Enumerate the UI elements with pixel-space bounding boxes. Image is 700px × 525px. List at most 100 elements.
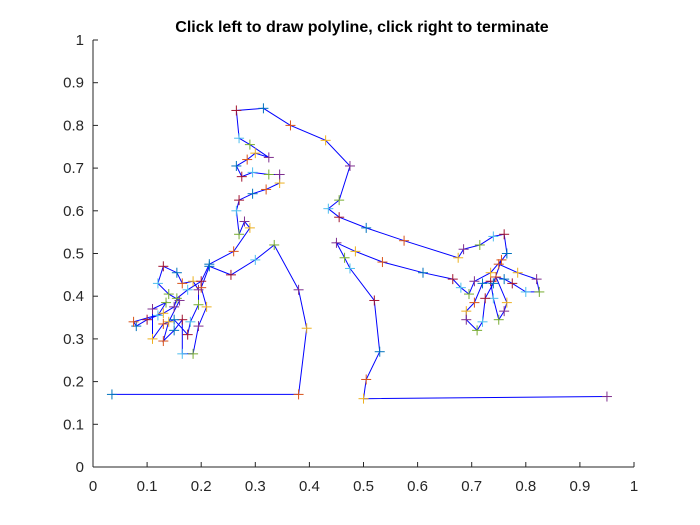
point-marker bbox=[171, 293, 182, 304]
y-tick-label: 0.1 bbox=[63, 416, 84, 433]
point-marker bbox=[369, 295, 380, 306]
point-marker bbox=[320, 135, 331, 146]
point-marker bbox=[242, 154, 253, 165]
y-tick-label: 1 bbox=[76, 32, 84, 49]
point-marker bbox=[193, 321, 204, 332]
point-marker bbox=[247, 188, 258, 199]
point-marker bbox=[520, 286, 531, 297]
point-marker bbox=[477, 316, 488, 327]
point-marker bbox=[274, 178, 285, 189]
point-marker bbox=[258, 103, 269, 114]
point-marker bbox=[461, 306, 472, 317]
point-marker bbox=[601, 391, 612, 402]
point-marker bbox=[174, 295, 185, 306]
point-marker bbox=[193, 299, 204, 310]
point-marker bbox=[331, 237, 342, 248]
point-marker bbox=[334, 212, 345, 223]
point-marker bbox=[499, 306, 510, 317]
point-marker bbox=[169, 301, 180, 312]
series-layer bbox=[111, 107, 607, 400]
point-marker bbox=[477, 278, 488, 289]
x-tick-label: 0.6 bbox=[407, 478, 428, 495]
point-marker bbox=[231, 105, 242, 116]
point-marker bbox=[131, 321, 142, 332]
point-marker bbox=[244, 222, 255, 233]
x-tick-label: 1 bbox=[630, 478, 638, 495]
point-marker bbox=[491, 271, 502, 282]
point-marker bbox=[201, 301, 212, 312]
point-marker bbox=[399, 235, 410, 246]
point-marker bbox=[512, 267, 523, 278]
point-marker bbox=[228, 246, 239, 257]
point-marker bbox=[463, 289, 474, 300]
point-marker bbox=[274, 169, 285, 180]
x-tick-label: 0.5 bbox=[353, 478, 374, 495]
point-marker bbox=[501, 248, 512, 259]
point-marker bbox=[455, 282, 466, 293]
point-marker bbox=[171, 267, 182, 278]
point-marker bbox=[453, 252, 464, 263]
point-marker bbox=[263, 152, 274, 163]
point-marker bbox=[128, 316, 139, 327]
point-marker bbox=[377, 257, 388, 268]
y-tick-label: 0.9 bbox=[63, 75, 84, 92]
x-axis-ticks: 0 0.1 0.2 0.3 0.4 0.5 0.6 0.7 0.8 0.9 1 bbox=[89, 462, 638, 495]
x-tick-label: 0.2 bbox=[191, 478, 212, 495]
point-marker bbox=[142, 314, 153, 325]
point-marker bbox=[485, 267, 496, 278]
point-marker bbox=[234, 195, 245, 206]
y-tick-label: 0.8 bbox=[63, 117, 84, 134]
polyline-series bbox=[111, 107, 607, 400]
point-marker bbox=[488, 278, 499, 289]
point-marker bbox=[285, 120, 296, 131]
point-marker bbox=[236, 171, 247, 182]
point-marker bbox=[106, 389, 117, 400]
y-tick-label: 0.3 bbox=[63, 331, 84, 348]
point-marker bbox=[234, 133, 245, 144]
point-marker bbox=[182, 284, 193, 295]
point-marker bbox=[182, 329, 193, 340]
point-marker bbox=[488, 231, 499, 242]
chart-title: Click left to draw polyline, click right… bbox=[175, 19, 549, 36]
point-marker bbox=[301, 323, 312, 334]
point-marker bbox=[418, 267, 429, 278]
point-marker bbox=[461, 314, 472, 325]
point-marker bbox=[250, 148, 261, 159]
point-marker bbox=[499, 229, 510, 240]
point-marker bbox=[231, 205, 242, 216]
point-marker bbox=[507, 278, 518, 289]
point-marker bbox=[344, 160, 355, 171]
point-marker bbox=[531, 274, 542, 285]
point-marker bbox=[225, 269, 236, 280]
point-marker bbox=[293, 389, 304, 400]
x-tick-label: 0.9 bbox=[569, 478, 590, 495]
x-tick-label: 0.7 bbox=[461, 478, 482, 495]
point-marker bbox=[323, 203, 334, 214]
x-tick-label: 0.3 bbox=[245, 478, 266, 495]
point-marker bbox=[204, 259, 215, 270]
point-marker bbox=[158, 318, 169, 329]
point-marker bbox=[361, 374, 372, 385]
point-marker bbox=[188, 348, 199, 359]
point-marker bbox=[239, 216, 250, 227]
marker-layer bbox=[106, 103, 612, 404]
point-marker bbox=[493, 259, 504, 270]
point-marker bbox=[469, 297, 480, 308]
point-marker bbox=[161, 297, 172, 308]
point-marker bbox=[163, 316, 174, 327]
point-marker bbox=[234, 229, 245, 240]
point-marker bbox=[169, 314, 180, 325]
point-marker bbox=[469, 276, 480, 287]
point-marker bbox=[358, 393, 369, 404]
point-marker bbox=[447, 274, 458, 285]
point-marker bbox=[147, 304, 158, 315]
y-tick-label: 0.4 bbox=[63, 288, 84, 305]
y-axis-ticks: 0 0.1 0.2 0.3 0.4 0.5 0.6 0.7 0.8 0.9 1 bbox=[63, 32, 98, 476]
point-marker bbox=[534, 286, 545, 297]
point-marker bbox=[261, 184, 272, 195]
point-marker bbox=[152, 310, 163, 321]
point-marker bbox=[344, 263, 355, 274]
point-marker bbox=[177, 348, 188, 359]
point-marker bbox=[231, 160, 242, 171]
